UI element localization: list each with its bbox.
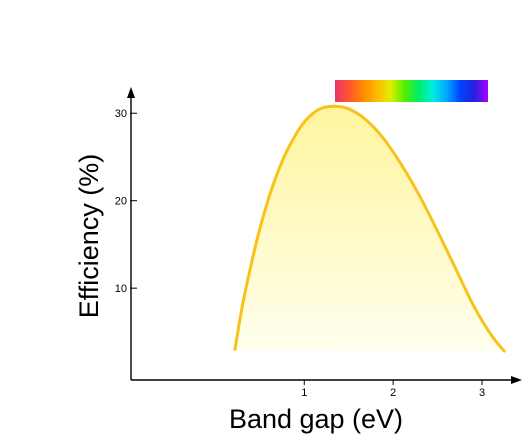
y-axis-title: Efficiency (%) [74, 154, 104, 319]
y-tick-label: 20 [115, 196, 127, 208]
y-axis-arrow [127, 87, 135, 98]
spectrum-bar [335, 80, 488, 102]
efficiency-curve [233, 104, 506, 353]
y-tick-label: 10 [115, 283, 127, 295]
efficiency-area [235, 106, 505, 352]
x-tick-label: 2 [390, 387, 396, 399]
x-tick-label: 1 [301, 387, 307, 399]
x-tick-label: 3 [479, 387, 485, 399]
y-tick-label: 30 [115, 108, 127, 120]
x-axis-arrow [511, 376, 522, 384]
x-axis-title: Band gap (eV) [229, 404, 403, 434]
